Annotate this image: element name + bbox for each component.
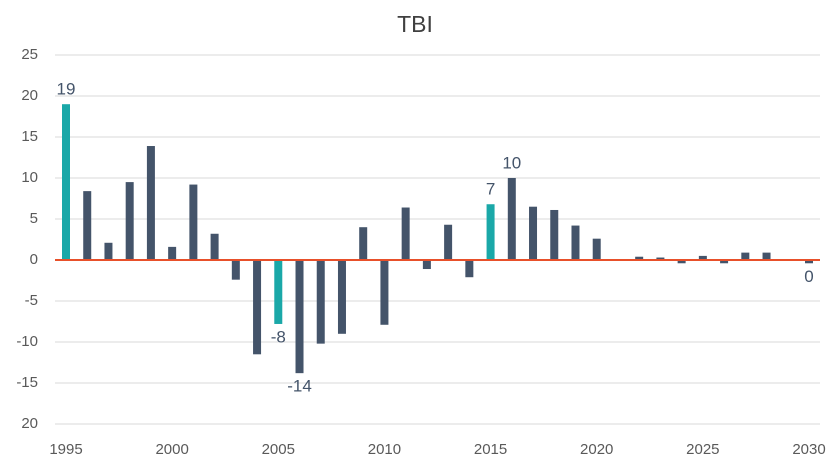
y-tick-label: -5	[25, 292, 38, 309]
x-tick-label: 2015	[474, 441, 507, 458]
x-tick-label: 2010	[368, 441, 401, 458]
bar	[529, 206, 538, 260]
y-tick-label: 15	[21, 128, 38, 145]
x-tick-label: 2025	[686, 441, 719, 458]
x-tick-label: 2030	[792, 441, 825, 458]
bar	[422, 260, 431, 270]
bar	[486, 204, 495, 260]
bar	[274, 260, 283, 324]
bar	[104, 242, 113, 260]
bar	[698, 255, 707, 260]
bar	[592, 238, 601, 260]
bar	[507, 178, 516, 260]
y-tick-label: 20	[21, 415, 38, 432]
data-label: 19	[57, 80, 76, 99]
data-label: -14	[287, 377, 312, 396]
bar	[316, 260, 325, 344]
bar	[189, 184, 198, 260]
bar	[210, 233, 219, 260]
x-tick-label: 2000	[155, 441, 188, 458]
y-tick-label: 0	[30, 251, 38, 268]
bar	[635, 256, 644, 260]
y-tick-label: 10	[21, 169, 38, 186]
data-label: -8	[271, 327, 286, 346]
bar	[444, 224, 453, 260]
bar	[762, 252, 771, 260]
x-tick-label: 2020	[580, 441, 613, 458]
bar	[125, 182, 134, 260]
bar	[146, 146, 155, 260]
bar	[805, 260, 813, 264]
bar	[571, 225, 580, 260]
data-label: 0	[804, 267, 813, 286]
bar	[231, 260, 240, 280]
data-label: 10	[502, 153, 521, 172]
bar	[295, 260, 304, 374]
bar	[720, 260, 729, 264]
y-tick-label: -10	[16, 333, 38, 350]
y-tick-label: 20	[21, 87, 38, 104]
bar	[741, 252, 750, 260]
bar	[253, 260, 262, 355]
bar	[677, 260, 686, 264]
bar	[465, 260, 474, 278]
bar	[380, 260, 389, 325]
bar	[359, 227, 368, 260]
chart-title: TBI	[397, 11, 433, 37]
bar	[550, 209, 559, 260]
bar	[168, 246, 177, 260]
y-tick-label: 25	[21, 46, 38, 63]
x-tick-label: 2005	[262, 441, 295, 458]
bar	[83, 191, 92, 260]
y-tick-label: 5	[30, 210, 38, 227]
data-label: 7	[486, 180, 495, 199]
bar	[401, 207, 410, 260]
bar	[62, 104, 70, 260]
x-tick-label: 1995	[49, 441, 82, 458]
y-tick-label: -15	[16, 374, 38, 391]
bar	[656, 257, 665, 260]
bar	[337, 260, 346, 334]
